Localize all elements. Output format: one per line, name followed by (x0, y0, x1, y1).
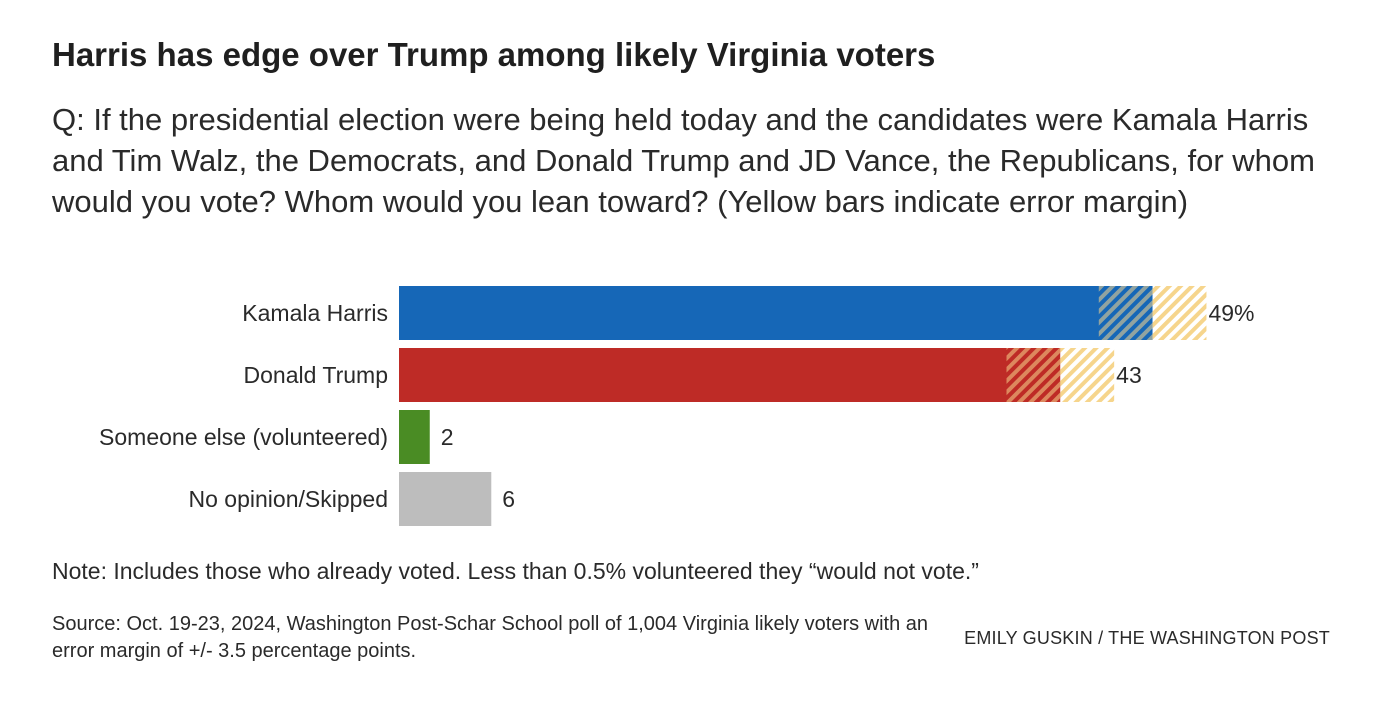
error-margin-overlay (1006, 348, 1061, 402)
category-label: No opinion/Skipped (189, 486, 388, 512)
category-label: Someone else (volunteered) (99, 424, 388, 450)
error-margin-bar (1152, 286, 1207, 340)
bar-chart: Kamala Harris 49% Donald Trump 43 Someone el… (99, 286, 1254, 526)
bar (399, 410, 430, 464)
bar (399, 348, 1061, 402)
chart-note: Note: Includes those who already voted. … (52, 558, 979, 584)
chart-source: Source: Oct. 19-23, 2024, Washington Pos… (52, 613, 929, 662)
chart-credit: EMILY GUSKIN / THE WASHINGTON POST (964, 628, 1330, 648)
error-margin-overlay (1098, 286, 1153, 340)
value-label: 6 (502, 486, 515, 512)
value-label: 2 (441, 424, 454, 450)
value-label: 43 (1116, 362, 1142, 388)
bar (399, 286, 1153, 340)
chart-subtitle: Q: If the presidential election were bei… (52, 102, 1315, 219)
bar (399, 472, 492, 526)
category-label: Donald Trump (244, 362, 388, 388)
error-margin-bar (1060, 348, 1115, 402)
category-label: Kamala Harris (242, 300, 388, 326)
chart-title: Harris has edge over Trump among likely … (52, 36, 936, 73)
value-label: 49% (1208, 300, 1254, 326)
